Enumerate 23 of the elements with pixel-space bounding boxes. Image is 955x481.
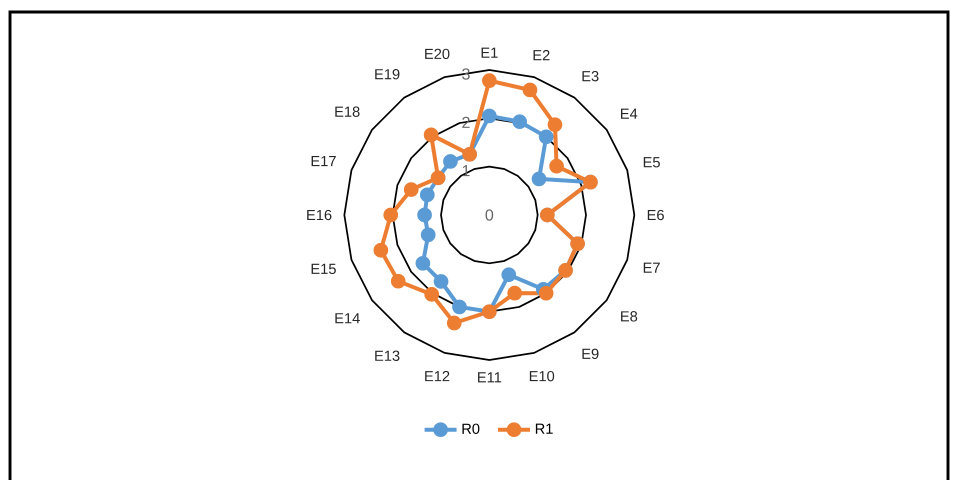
spoke-label: E14 xyxy=(335,312,360,324)
spoke-label: E17 xyxy=(312,156,336,166)
spoke-label: E15 xyxy=(312,264,336,274)
y-tick-label: 0 xyxy=(486,209,494,220)
spoke-label: E8 xyxy=(621,310,638,322)
spoke-label: E20 xyxy=(425,48,450,59)
spoke-label: E19 xyxy=(375,68,400,80)
spoke-label: E4 xyxy=(621,108,638,119)
spoke-label: E2 xyxy=(534,50,550,60)
spoke-label: E16 xyxy=(307,210,332,220)
spoke-label: E9 xyxy=(582,348,598,359)
spoke-label: E12 xyxy=(425,370,450,381)
spoke-label: E1 xyxy=(482,47,498,58)
spoke-label: E3 xyxy=(582,70,599,82)
spoke-label: E5 xyxy=(644,156,660,168)
spoke-label: E7 xyxy=(644,262,660,273)
spoke-label: E13 xyxy=(375,350,400,361)
legend-label: R0 xyxy=(462,423,480,434)
spoke-label: E10 xyxy=(530,370,554,382)
spoke-label: E18 xyxy=(335,106,360,117)
spoke-label: E6 xyxy=(648,210,664,220)
spoke-label: E11 xyxy=(478,372,502,382)
legend-label: R1 xyxy=(536,423,553,434)
